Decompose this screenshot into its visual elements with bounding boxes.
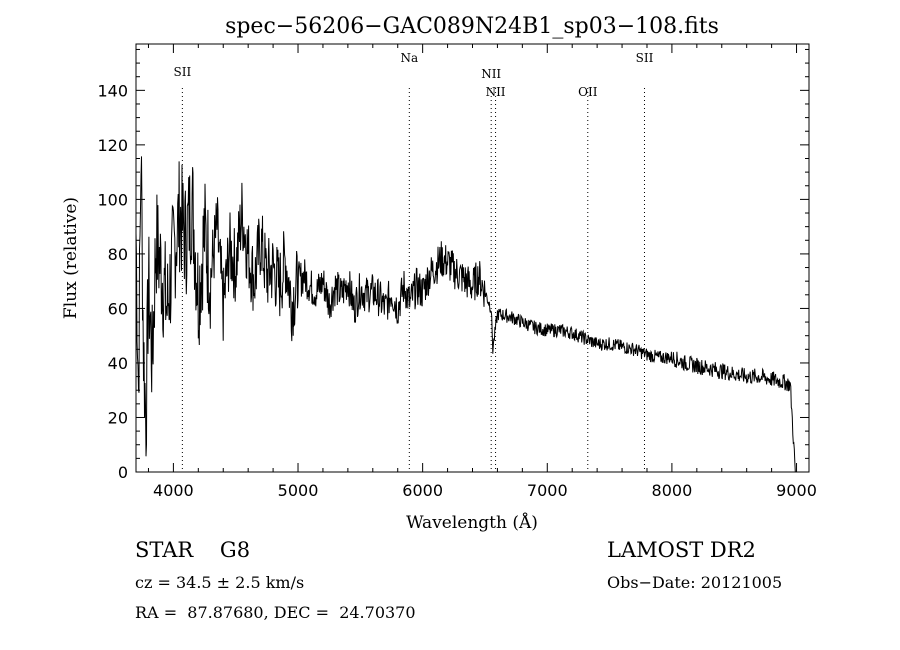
- object-class: STAR G8: [135, 538, 251, 562]
- y-axis-label: Flux (relative): [61, 197, 81, 319]
- emission-line-label: Na: [400, 51, 418, 65]
- redshift-velocity: cz = 34.5 ± 2.5 km/s: [135, 573, 305, 592]
- y-tick-label: 140: [97, 81, 128, 100]
- survey-name: LAMOST DR2: [607, 538, 756, 562]
- observation-date: Obs−Date: 20121005: [607, 573, 783, 592]
- coordinates: RA = 87.87680, DEC = 24.70370: [135, 603, 416, 622]
- emission-line-label: SII: [174, 65, 192, 79]
- x-tick-label: 9000: [776, 481, 817, 500]
- y-axis-ticks: 0 20 40 60 80 100 120 140: [97, 48, 809, 482]
- y-tick-label: 60: [108, 299, 128, 318]
- x-tick-label: 6000: [402, 481, 443, 500]
- plot-area: 4000 5000 6000 7000 8000 9000 0 20 40 60 80 100 120…: [97, 43, 817, 500]
- x-axis-ticks: 4000 5000 6000 7000 8000 9000: [147, 44, 817, 500]
- x-tick-label: 7000: [527, 481, 568, 500]
- x-tick-label: 8000: [652, 481, 693, 500]
- x-tick-label: 4000: [153, 481, 194, 500]
- spectrum-line: [135, 156, 796, 473]
- x-axis-label: Wavelength (Å): [406, 512, 538, 533]
- y-tick-label: 80: [108, 245, 128, 264]
- emission-line-label: OII: [578, 85, 598, 99]
- emission-line-markers: SII Na NII NII OII SII: [174, 51, 654, 472]
- y-tick-label: 120: [97, 136, 128, 155]
- chart-title: spec−56206−GAC089N24B1_sp03−108.fits: [225, 14, 719, 39]
- emission-line-label: SII: [636, 51, 654, 65]
- emission-line-label: NII: [481, 67, 501, 81]
- x-tick-label: 5000: [278, 481, 319, 500]
- y-tick-label: 0: [118, 463, 128, 482]
- emission-line-label: NII: [486, 85, 506, 99]
- y-tick-label: 20: [108, 408, 128, 427]
- y-tick-label: 40: [108, 354, 128, 373]
- y-tick-label: 100: [97, 190, 128, 209]
